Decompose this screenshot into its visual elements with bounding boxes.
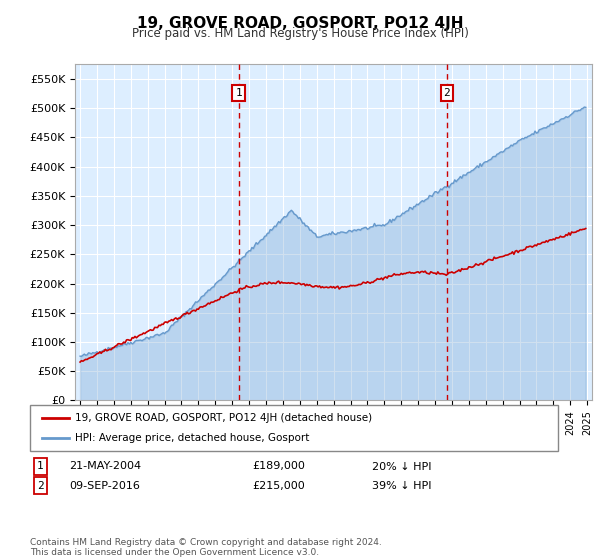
Text: 1: 1 bbox=[235, 88, 242, 98]
Text: 1: 1 bbox=[37, 461, 44, 472]
Text: HPI: Average price, detached house, Gosport: HPI: Average price, detached house, Gosp… bbox=[75, 433, 310, 443]
Text: Contains HM Land Registry data © Crown copyright and database right 2024.
This d: Contains HM Land Registry data © Crown c… bbox=[30, 538, 382, 557]
Text: 20% ↓ HPI: 20% ↓ HPI bbox=[372, 461, 431, 472]
Text: 09-SEP-2016: 09-SEP-2016 bbox=[69, 480, 140, 491]
Text: £189,000: £189,000 bbox=[252, 461, 305, 472]
Text: Price paid vs. HM Land Registry's House Price Index (HPI): Price paid vs. HM Land Registry's House … bbox=[131, 27, 469, 40]
Text: 19, GROVE ROAD, GOSPORT, PO12 4JH (detached house): 19, GROVE ROAD, GOSPORT, PO12 4JH (detac… bbox=[75, 413, 372, 423]
Text: 19, GROVE ROAD, GOSPORT, PO12 4JH: 19, GROVE ROAD, GOSPORT, PO12 4JH bbox=[137, 16, 463, 31]
Text: 2: 2 bbox=[443, 88, 450, 98]
Text: 2: 2 bbox=[37, 480, 44, 491]
Text: 21-MAY-2004: 21-MAY-2004 bbox=[69, 461, 141, 472]
Text: £215,000: £215,000 bbox=[252, 480, 305, 491]
Text: 39% ↓ HPI: 39% ↓ HPI bbox=[372, 480, 431, 491]
